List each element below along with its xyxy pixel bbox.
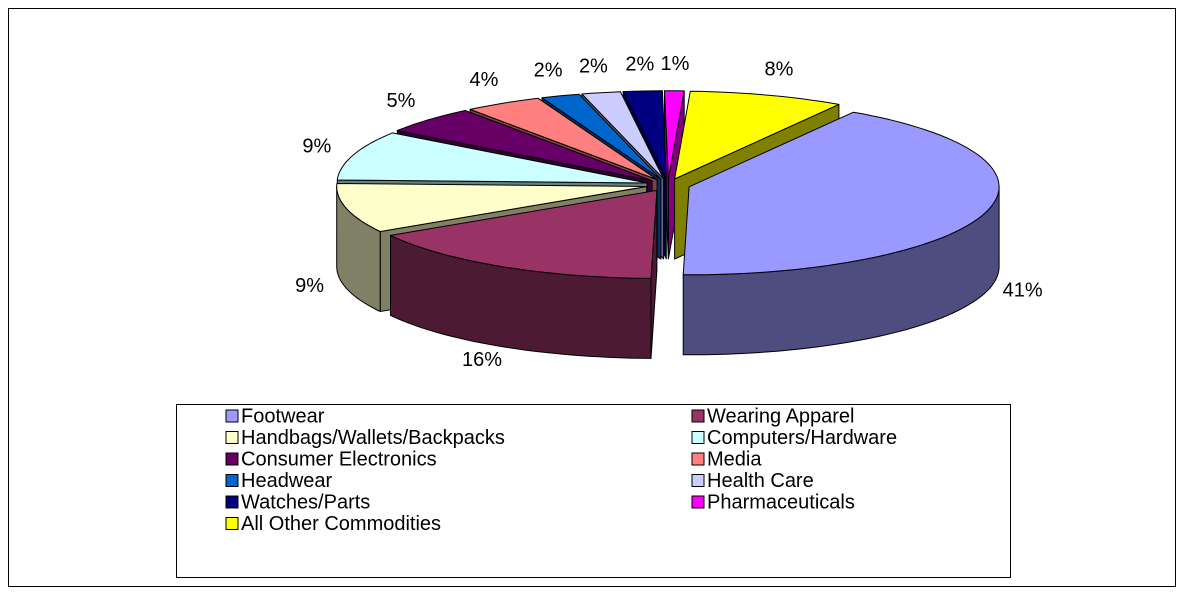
slice-top xyxy=(541,93,662,180)
legend-label: Wearing Apparel xyxy=(707,405,855,427)
pie xyxy=(336,90,1000,359)
legend-swatch xyxy=(225,474,239,487)
legend-label: Computers/Hardware xyxy=(707,427,897,449)
legend-swatch xyxy=(225,517,239,530)
slice-top xyxy=(674,90,840,180)
legend-label: All Other Commodities xyxy=(241,513,441,535)
slice xyxy=(682,111,1000,356)
legend-swatch xyxy=(691,495,705,509)
legend-swatch xyxy=(691,474,705,487)
legend-label: Footwear xyxy=(241,405,325,427)
legend-label: Headwear xyxy=(241,470,333,492)
slice-top xyxy=(390,189,658,279)
legend-swatch xyxy=(691,452,705,466)
legend-swatch xyxy=(691,409,705,423)
legend-swatch xyxy=(225,495,239,509)
data-label: 2% xyxy=(625,53,654,75)
legend-swatch xyxy=(691,431,705,444)
slice-top xyxy=(664,90,685,180)
data-label: 2% xyxy=(534,59,563,81)
slice-top xyxy=(682,111,1000,276)
data-label: 9% xyxy=(295,275,324,297)
legend-swatch xyxy=(225,409,239,423)
slice xyxy=(390,189,658,359)
slice-top xyxy=(581,91,665,180)
data-label: 41% xyxy=(1003,279,1043,301)
data-label: 2% xyxy=(579,55,608,77)
slice-top xyxy=(469,97,658,181)
legend-label: Handbags/Wallets/Backpacks xyxy=(241,427,505,449)
data-label: 5% xyxy=(387,90,416,112)
slice-top xyxy=(336,183,648,232)
legend-label: Health Care xyxy=(707,470,814,492)
legend-swatch xyxy=(225,452,239,466)
data-label: 8% xyxy=(765,59,794,81)
legend-label: Consumer Electronics xyxy=(241,448,437,470)
legend-label: Watches/Parts xyxy=(241,491,370,513)
data-label: 1% xyxy=(661,53,690,75)
data-label: 4% xyxy=(470,69,499,91)
legend-label: Media xyxy=(707,448,762,470)
legend-box xyxy=(176,404,1011,578)
data-label: 9% xyxy=(302,135,331,157)
legend-label: Pharmaceuticals xyxy=(707,491,855,513)
slice-top xyxy=(336,132,648,184)
legend-swatch xyxy=(225,431,239,444)
slice-top xyxy=(396,110,653,182)
data-label: 16% xyxy=(462,349,502,371)
slice-top xyxy=(622,90,667,180)
